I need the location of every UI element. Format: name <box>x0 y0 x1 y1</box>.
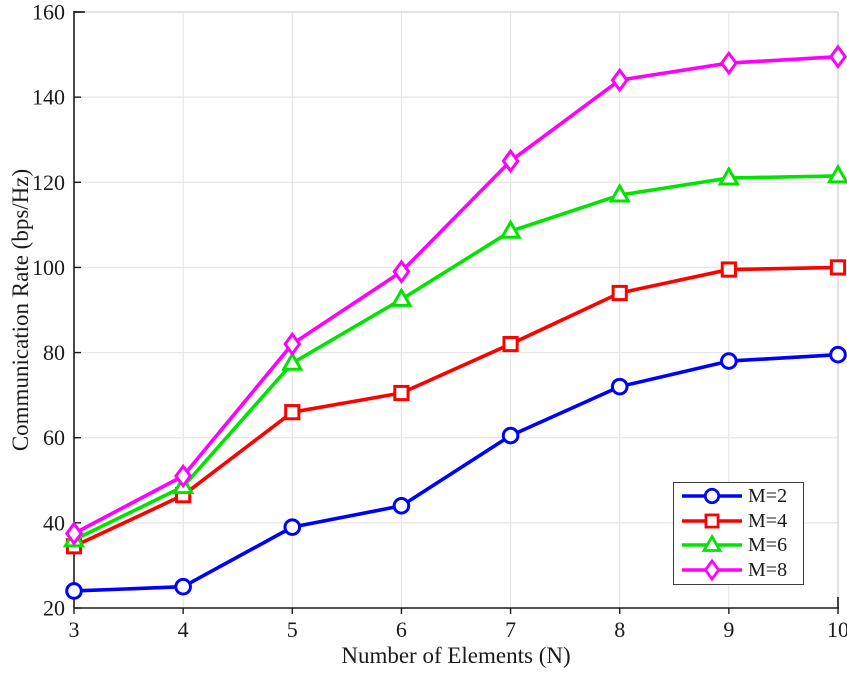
legend-label: M=2 <box>748 485 788 508</box>
tick-label-y: 20 <box>43 596 65 621</box>
circle-marker <box>703 488 721 505</box>
square-marker <box>720 261 737 278</box>
circle-marker <box>720 352 738 370</box>
triangle-marker <box>390 287 413 307</box>
legend-item-m8: M=8 <box>674 558 803 583</box>
tick-label-y: 100 <box>32 255 65 280</box>
tick-label-x: 5 <box>287 617 298 642</box>
tick-label-x: 8 <box>614 617 625 642</box>
triangle-marker <box>826 163 847 184</box>
square-marker <box>502 335 519 353</box>
legend-item-m6: M=6 <box>674 533 803 558</box>
tick-label-x: 4 <box>178 617 189 642</box>
square-marker <box>829 259 847 276</box>
diamond-marker <box>392 259 411 285</box>
series-line-m4 <box>73 265 839 548</box>
diamond-marker <box>719 50 738 76</box>
legend-marker-icon <box>682 534 742 553</box>
tick-label-y: 60 <box>43 425 65 450</box>
legend-marker-icon <box>682 488 742 505</box>
square-marker <box>393 384 410 402</box>
tick-label-y: 40 <box>43 510 65 535</box>
triangle-marker <box>281 351 304 371</box>
square-marker <box>284 404 301 421</box>
diamond-marker <box>283 331 302 357</box>
tick-label-y: 120 <box>32 170 65 195</box>
diamond-marker <box>828 44 847 70</box>
series-line-m8 <box>73 54 839 536</box>
legend-item-m2: M=2 <box>674 484 803 509</box>
tick-label-y: 80 <box>43 340 65 365</box>
legend: M=2 M=4 M=6 M=8 <box>673 482 804 585</box>
series-line-m6 <box>73 174 839 542</box>
tick-label-x: 6 <box>396 617 407 642</box>
circle-marker <box>283 518 302 536</box>
square-marker <box>611 284 628 302</box>
tick-label-x: 3 <box>69 617 80 642</box>
diamond-marker <box>64 521 84 546</box>
triangle-marker <box>717 166 741 186</box>
triangle-marker <box>499 219 522 239</box>
circle-marker <box>65 582 83 600</box>
diamond-marker <box>703 558 721 582</box>
diamond-marker <box>501 148 520 174</box>
series-line-m2 <box>73 352 839 593</box>
triangle-marker <box>608 183 631 203</box>
legend-item-m4: M=4 <box>674 509 803 534</box>
circle-marker <box>501 426 520 445</box>
tick-label-x: 7 <box>505 617 516 642</box>
legend-label: M=8 <box>748 558 788 581</box>
diamond-marker <box>610 67 629 93</box>
circle-marker <box>829 345 847 364</box>
triangle-marker <box>701 534 723 553</box>
legend-marker-icon <box>682 558 742 582</box>
legend-label: M=4 <box>748 509 788 532</box>
legend-marker-icon <box>682 513 742 529</box>
tick-label-y: 140 <box>32 85 65 110</box>
tick-label-x: 10 <box>827 617 847 642</box>
circle-marker <box>610 377 629 396</box>
square-marker <box>704 513 720 529</box>
tick-label-y: 160 <box>32 0 65 25</box>
diamond-marker <box>174 463 193 489</box>
circle-marker <box>174 577 192 596</box>
legend-label: M=6 <box>748 534 788 557</box>
x-axis-label: Number of Elements (N) <box>341 643 571 668</box>
y-axis-label: Communication Rate (bps/Hz) <box>8 168 33 452</box>
tick-label-x: 9 <box>723 617 734 642</box>
circle-marker <box>392 497 411 515</box>
